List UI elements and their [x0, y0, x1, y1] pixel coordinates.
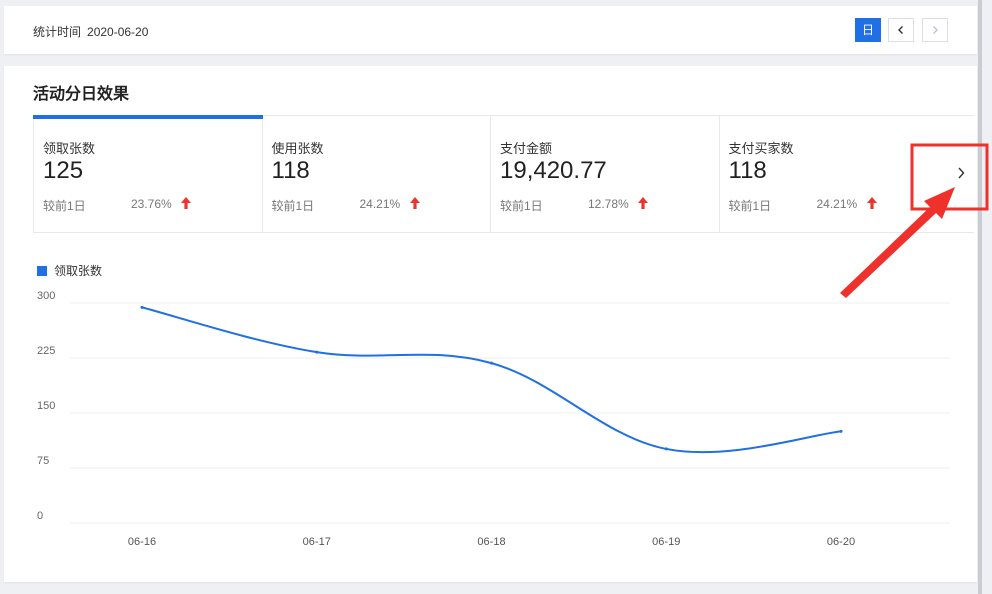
data-point[interactable] — [490, 361, 493, 365]
metric-value: 118 — [271, 157, 310, 184]
metric-tab-payment-amount[interactable]: 支付金额 19,420.77 较前1日 12.78% — [491, 116, 720, 232]
metric-change: 24.21% — [359, 197, 401, 211]
metric-change: 12.78% — [588, 197, 629, 211]
arrow-up-icon — [409, 197, 420, 209]
metric-tabs: 领取张数 125 较前1日 23.76% 使用张数 118 较前1日 24.21… — [33, 115, 949, 233]
metric-value: 125 — [43, 157, 84, 184]
x-tick-label: 06-16 — [128, 536, 156, 548]
metric-label: 使用张数 — [271, 141, 324, 156]
metric-tab-received[interactable]: 领取张数 125 较前1日 23.76% — [33, 115, 263, 232]
chevron-left-icon — [898, 26, 903, 34]
section-title: 活动分日效果 — [33, 86, 130, 103]
stat-time-value: 2020-06-20 — [87, 25, 149, 39]
next-date-button[interactable] — [922, 18, 948, 42]
legend-swatch — [37, 266, 47, 276]
legend-label: 领取张数 — [54, 264, 103, 278]
x-tick-label: 06-20 — [827, 536, 855, 548]
x-tick-label: 06-19 — [652, 536, 680, 548]
day-button[interactable]: 日 — [855, 18, 881, 42]
arrow-up-icon — [181, 197, 191, 209]
y-tick-label: 225 — [37, 345, 55, 357]
metric-label: 支付买家数 — [728, 141, 794, 156]
data-point[interactable] — [664, 447, 668, 451]
metric-value: 19,420.77 — [500, 157, 607, 184]
metric-label: 领取张数 — [43, 141, 96, 156]
arrow-up-icon — [638, 197, 648, 209]
prev-date-button[interactable] — [888, 18, 914, 42]
data-point[interactable] — [315, 350, 319, 354]
stat-time: 统计时间 2020-06-20 — [33, 23, 154, 40]
stat-time-bar: 统计时间 2020-06-20 日 — [4, 6, 977, 54]
metric-compare-label: 较前1日 — [271, 199, 315, 213]
chevron-right-icon — [933, 26, 938, 34]
chart-legend: 领取张数 — [37, 262, 102, 279]
y-tick-label: 75 — [37, 455, 49, 467]
metric-change: 23.76% — [131, 197, 172, 211]
metric-compare-label: 较前1日 — [500, 199, 543, 213]
metric-value: 118 — [728, 157, 767, 184]
metric-label: 支付金额 — [500, 141, 553, 156]
y-tick-label: 300 — [37, 290, 55, 302]
x-tick-label: 06-18 — [477, 536, 505, 548]
daily-effect-card: 活动分日效果 领取张数 125 较前1日 23.76% 使用张数 118 较前1… — [4, 66, 977, 582]
series-line — [141, 306, 842, 454]
stat-time-label: 统计时间 — [33, 25, 82, 39]
y-tick-label: 0 — [37, 510, 43, 522]
y-tick-label: 150 — [37, 400, 55, 412]
x-tick-label: 06-17 — [303, 536, 331, 548]
metric-compare-label: 较前1日 — [43, 199, 86, 213]
data-point[interactable] — [140, 305, 144, 309]
data-point[interactable] — [839, 429, 843, 433]
metric-tab-used[interactable]: 使用张数 118 较前1日 24.21% — [263, 116, 491, 232]
metric-compare-label: 较前1日 — [728, 199, 772, 213]
window-edge — [978, 0, 982, 594]
